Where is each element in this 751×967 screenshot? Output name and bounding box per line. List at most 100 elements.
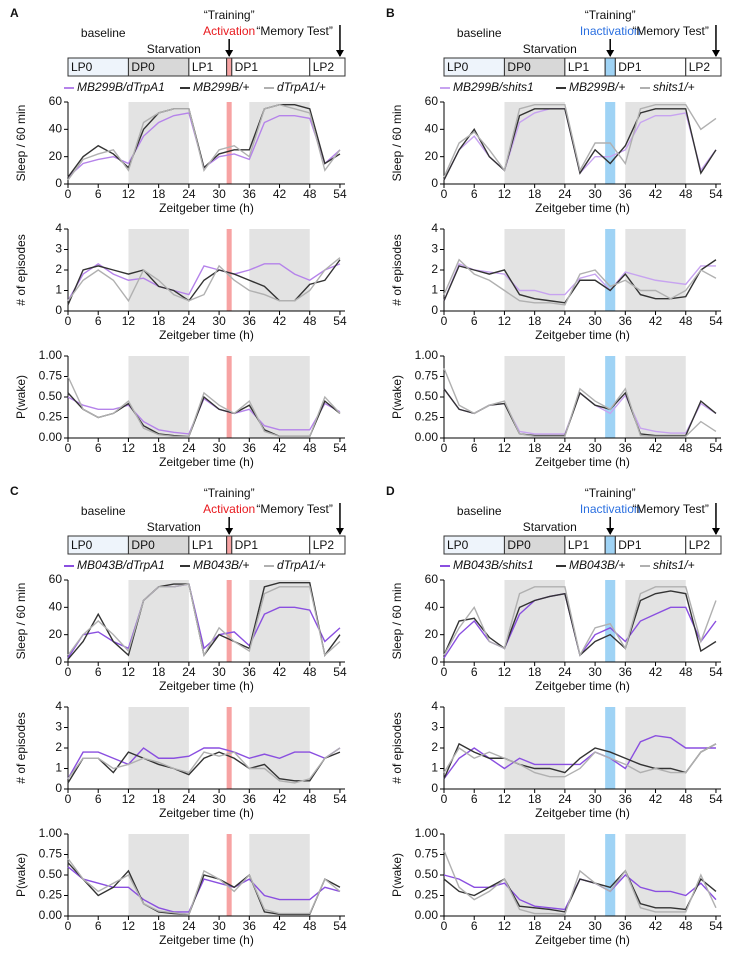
x-axis-label: Zeitgeber time (h) (159, 679, 254, 693)
x-tick-label: 36 (619, 314, 633, 328)
manipulation-box (226, 57, 233, 77)
x-tick-label: 6 (471, 919, 478, 933)
shaded-period (625, 834, 686, 916)
legend-label: MB299B/+ (569, 80, 625, 94)
x-tick-label: 6 (471, 187, 478, 201)
y-tick-label: 0.25 (39, 410, 63, 424)
series-line (67, 257, 341, 303)
series-line (443, 743, 717, 778)
y-tick-label: 20 (425, 627, 439, 641)
training-label: “Training” (585, 8, 636, 22)
x-tick-label: 54 (333, 792, 347, 806)
series-line (443, 108, 717, 181)
y-tick-label: 0.75 (415, 847, 439, 861)
legend-label: dTrpA1/+ (277, 558, 326, 572)
x-tick-label: 48 (303, 441, 317, 455)
x-axis-label: Zeitgeber time (h) (159, 201, 254, 215)
y-tick-label: 2 (431, 262, 438, 276)
x-tick-label: 42 (273, 441, 287, 455)
manipulation-period (226, 707, 232, 789)
x-tick-label: 18 (152, 441, 166, 455)
y-tick-label: 0.50 (39, 389, 63, 403)
y-axis-label: P(wake) (14, 375, 28, 419)
x-tick-label: 48 (303, 665, 317, 679)
x-tick-label: 12 (122, 441, 136, 455)
x-tick-label: 18 (528, 441, 542, 455)
x-axis-label: Zeitgeber time (h) (159, 328, 254, 342)
x-tick-label: 30 (212, 665, 226, 679)
x-tick-label: 48 (679, 441, 693, 455)
series-line (67, 104, 341, 181)
x-tick-label: 24 (558, 919, 572, 933)
x-tick-label: 54 (333, 665, 347, 679)
manipulation-box (226, 535, 233, 555)
x-tick-label: 36 (619, 441, 633, 455)
shaded-period (249, 356, 310, 438)
starvation-label: Starvation (523, 520, 577, 534)
x-tick-label: 0 (441, 665, 448, 679)
y-tick-label: 1.00 (39, 826, 63, 840)
x-tick-label: 12 (498, 441, 512, 455)
x-tick-label: 36 (619, 919, 633, 933)
panel: C LP0 DP0 LP1 DP1 LP2 baseline Starvation “Train… (10, 484, 347, 947)
arrow-head (335, 528, 344, 535)
baseline-label: baseline (457, 26, 502, 40)
x-tick-label: 48 (679, 187, 693, 201)
baseline-label: baseline (457, 504, 502, 518)
x-tick-label: 0 (65, 441, 72, 455)
y-tick-label: 0 (55, 176, 62, 190)
panel-label: D (386, 484, 395, 498)
baseline-label: baseline (81, 26, 126, 40)
phase-label: DP1 (235, 538, 259, 552)
x-tick-label: 6 (95, 314, 102, 328)
arrow-head (225, 528, 234, 535)
x-tick-label: 18 (528, 919, 542, 933)
x-tick-label: 12 (122, 919, 136, 933)
y-tick-label: 20 (425, 149, 439, 163)
x-tick-label: 48 (303, 314, 317, 328)
phase-box (309, 535, 346, 555)
shaded-period (128, 834, 189, 916)
phase-box (685, 535, 722, 555)
arrow-head (711, 50, 720, 57)
y-tick-label: 0.00 (39, 430, 63, 444)
x-tick-label: 42 (649, 792, 663, 806)
phase-label: DP0 (507, 538, 531, 552)
y-tick-label: 0.25 (415, 410, 439, 424)
series-line (67, 862, 341, 916)
y-axis-label: # of episodes (14, 234, 28, 305)
y-tick-label: 1 (431, 283, 438, 297)
phase-box (309, 57, 346, 77)
y-tick-label: 0.00 (415, 430, 439, 444)
x-axis-label: Zeitgeber time (h) (535, 455, 630, 469)
manipulation-period (605, 356, 616, 438)
training-label: “Training” (585, 486, 636, 500)
y-tick-label: 0.50 (39, 867, 63, 881)
training-label: “Training” (204, 8, 255, 22)
phase-label: DP1 (618, 60, 642, 74)
x-tick-label: 18 (528, 665, 542, 679)
x-tick-label: 0 (65, 792, 72, 806)
y-tick-label: 1.00 (415, 348, 439, 362)
x-tick-label: 54 (333, 919, 347, 933)
x-axis-label: Zeitgeber time (h) (159, 806, 254, 820)
legend-label: MB299B/shits1 (453, 80, 534, 94)
manipulation-period (605, 580, 616, 662)
panel: A LP0 DP0 LP1 DP1 LP2 baseline Starvation “Train… (10, 6, 347, 469)
manipulation-period (605, 229, 616, 311)
x-tick-label: 6 (95, 919, 102, 933)
manipulation-label: Inactivation (580, 24, 641, 38)
shaded-period (249, 102, 310, 184)
shaded-period (249, 580, 310, 662)
y-tick-label: 3 (431, 242, 438, 256)
series-line (443, 869, 717, 913)
x-tick-label: 30 (212, 919, 226, 933)
series-line (443, 586, 717, 658)
x-tick-label: 24 (182, 314, 196, 328)
x-tick-label: 30 (588, 441, 602, 455)
series-line (443, 850, 717, 916)
x-tick-label: 18 (528, 187, 542, 201)
shaded-period (504, 707, 565, 789)
x-tick-label: 6 (95, 792, 102, 806)
y-tick-label: 40 (49, 600, 63, 614)
